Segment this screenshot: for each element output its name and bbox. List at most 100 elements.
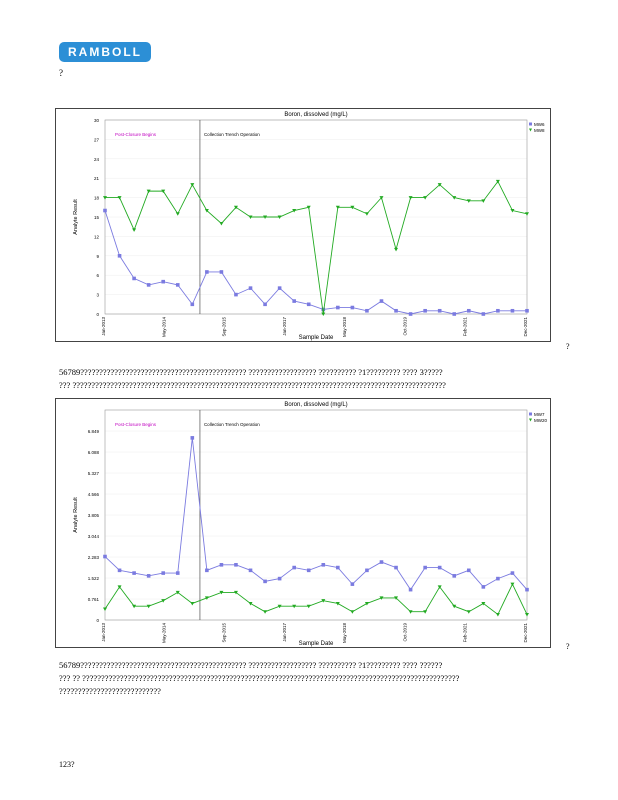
data-point xyxy=(219,590,224,595)
text-line: 56789???????????????????????????????????… xyxy=(59,660,443,670)
data-point xyxy=(117,196,122,200)
data-point xyxy=(263,610,268,614)
data-point xyxy=(452,196,457,200)
y-tick-label: 6.088 xyxy=(88,450,100,455)
y-tick-label: 6.849 xyxy=(88,429,100,434)
x-tick-label: May-2018 xyxy=(342,623,347,644)
data-point xyxy=(321,599,326,603)
data-point xyxy=(408,196,413,200)
data-point xyxy=(219,563,224,567)
data-point xyxy=(525,612,529,617)
data-point xyxy=(175,283,180,287)
annotation: Collection Trench Operation xyxy=(204,422,260,427)
legend-label: MW6 xyxy=(534,122,545,127)
y-tick-label: 30 xyxy=(94,118,100,123)
data-point xyxy=(248,215,253,219)
data-point xyxy=(481,199,486,203)
data-point xyxy=(103,196,107,200)
y-tick-label: 21 xyxy=(94,176,100,181)
y-tick-label: 6 xyxy=(96,273,99,278)
data-point xyxy=(175,212,180,216)
x-tick-label: Feb-2021 xyxy=(463,317,468,337)
x-tick-label: Dec-2021 xyxy=(523,623,528,643)
data-point xyxy=(394,565,398,570)
data-point xyxy=(306,205,311,210)
data-point xyxy=(204,596,209,600)
text-line: 56789???????????????????????????????????… xyxy=(59,367,443,377)
data-point xyxy=(219,221,224,226)
data-point xyxy=(161,599,166,603)
text-line: ??? ?? ?????????????????????????????????… xyxy=(59,673,460,683)
data-point xyxy=(350,205,355,210)
x-tick-label: Sep-2015 xyxy=(222,317,227,337)
caption-mark: ? xyxy=(566,642,570,651)
data-point xyxy=(263,579,267,584)
data-point xyxy=(175,590,180,595)
data-point xyxy=(335,205,340,210)
data-point xyxy=(117,568,122,573)
chart-title: Boron, dissolved (mg/L) xyxy=(284,112,347,118)
y-tick-label: 0 xyxy=(96,618,99,623)
chart: Boron, dissolved (mg/L) 0 3 6 9 12 15 18 21 24 27 3… xyxy=(55,108,551,342)
y-tick-label: 9 xyxy=(96,254,99,259)
paragraph: 56789???????????????????????????????????… xyxy=(59,659,579,698)
x-tick-label: Oct-2019 xyxy=(402,623,407,642)
data-point xyxy=(510,582,515,587)
series-line xyxy=(104,583,528,616)
data-point xyxy=(408,587,413,592)
data-point xyxy=(263,215,268,219)
data-point xyxy=(248,601,253,606)
data-point xyxy=(452,604,457,609)
text-line: ??? ????????????????????????????????????… xyxy=(59,380,446,390)
legend-swatch xyxy=(529,418,532,422)
y-tick-label: 1.522 xyxy=(88,576,100,581)
data-point xyxy=(234,292,238,297)
data-point xyxy=(437,308,442,313)
annotation: Post-Closure Begins xyxy=(115,132,157,137)
data-point xyxy=(277,286,282,290)
data-point xyxy=(190,436,195,440)
data-point xyxy=(481,312,486,316)
data-point xyxy=(335,601,340,606)
y-tick-label: 0.761 xyxy=(88,597,100,602)
data-point xyxy=(525,587,529,592)
data-point xyxy=(204,209,209,213)
data-point xyxy=(408,312,413,316)
legend-swatch xyxy=(529,122,532,126)
data-point xyxy=(365,568,369,573)
x-tick-label: May-2014 xyxy=(161,317,166,338)
data-point xyxy=(423,565,427,570)
data-point xyxy=(452,312,457,316)
data-point xyxy=(495,612,500,617)
data-point xyxy=(408,610,413,614)
data-point xyxy=(466,199,471,203)
data-point xyxy=(423,610,428,614)
data-point xyxy=(394,596,399,600)
y-tick-label: 3.805 xyxy=(88,513,100,518)
data-point xyxy=(336,565,340,570)
x-tick-label: Oct-2019 xyxy=(402,317,407,336)
series-line xyxy=(104,210,527,315)
data-point xyxy=(277,576,282,581)
data-point xyxy=(423,308,427,313)
paragraph: 56789???????????????????????????????????… xyxy=(59,366,579,392)
caption-mark: ? xyxy=(566,342,570,351)
data-point xyxy=(233,590,238,595)
data-point xyxy=(364,601,369,606)
data-point xyxy=(146,604,151,609)
data-point xyxy=(132,228,137,232)
data-point xyxy=(510,571,515,575)
data-point xyxy=(466,308,471,313)
data-point xyxy=(394,247,399,252)
chart: Boron, dissolved (mg/L) 0 0.761 1.522 2.283 3… xyxy=(55,398,551,648)
plot-frame xyxy=(104,119,528,315)
data-point xyxy=(510,308,515,313)
data-point xyxy=(161,279,166,284)
data-point xyxy=(350,582,355,586)
chart-frame xyxy=(55,398,551,648)
data-point xyxy=(452,574,457,578)
y-tick-label: 15 xyxy=(94,215,100,220)
chart-frame xyxy=(55,108,551,342)
x-tick-label: Sep-2015 xyxy=(222,623,227,643)
